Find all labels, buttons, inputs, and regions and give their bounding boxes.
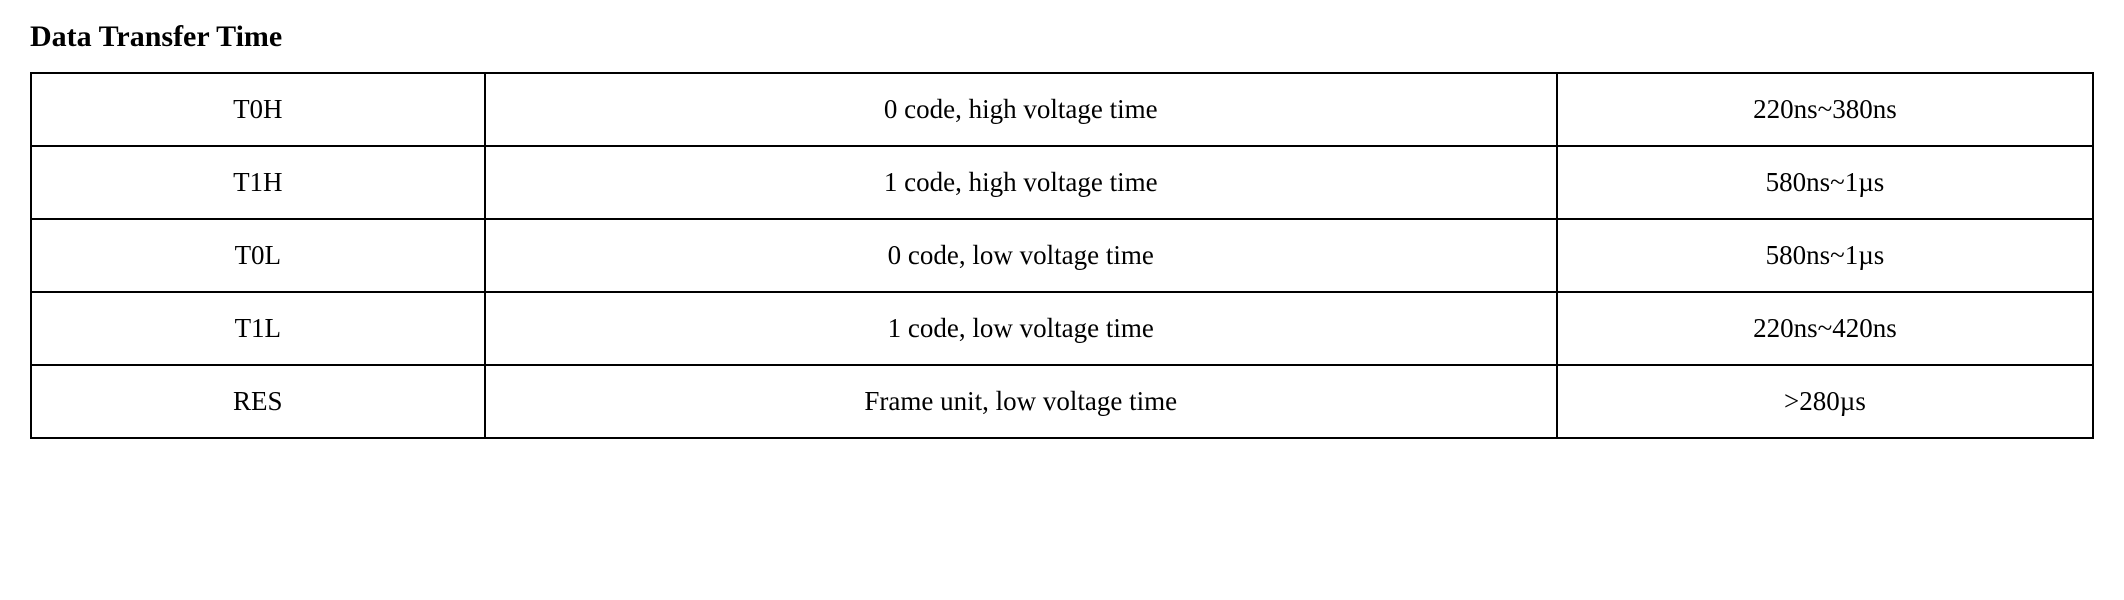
cell-description: 0 code, high voltage time (485, 73, 1557, 146)
cell-symbol: T1H (31, 146, 485, 219)
cell-symbol: T0L (31, 219, 485, 292)
section-title: Data Transfer Time (30, 20, 2094, 54)
cell-description: 0 code, low voltage time (485, 219, 1557, 292)
cell-value: 220ns~380ns (1557, 73, 2093, 146)
cell-value: 220ns~420ns (1557, 292, 2093, 365)
cell-symbol: T0H (31, 73, 485, 146)
cell-value: >280µs (1557, 365, 2093, 438)
cell-value: 580ns~1µs (1557, 219, 2093, 292)
cell-description: 1 code, low voltage time (485, 292, 1557, 365)
data-transfer-time-table: T0H 0 code, high voltage time 220ns~380n… (30, 72, 2094, 439)
cell-description: 1 code, high voltage time (485, 146, 1557, 219)
table-row: T1L 1 code, low voltage time 220ns~420ns (31, 292, 2093, 365)
cell-description: Frame unit, low voltage time (485, 365, 1557, 438)
table-row: T0H 0 code, high voltage time 220ns~380n… (31, 73, 2093, 146)
cell-value: 580ns~1µs (1557, 146, 2093, 219)
table-row: RES Frame unit, low voltage time >280µs (31, 365, 2093, 438)
table-row: T1H 1 code, high voltage time 580ns~1µs (31, 146, 2093, 219)
table-row: T0L 0 code, low voltage time 580ns~1µs (31, 219, 2093, 292)
cell-symbol: T1L (31, 292, 485, 365)
cell-symbol: RES (31, 365, 485, 438)
